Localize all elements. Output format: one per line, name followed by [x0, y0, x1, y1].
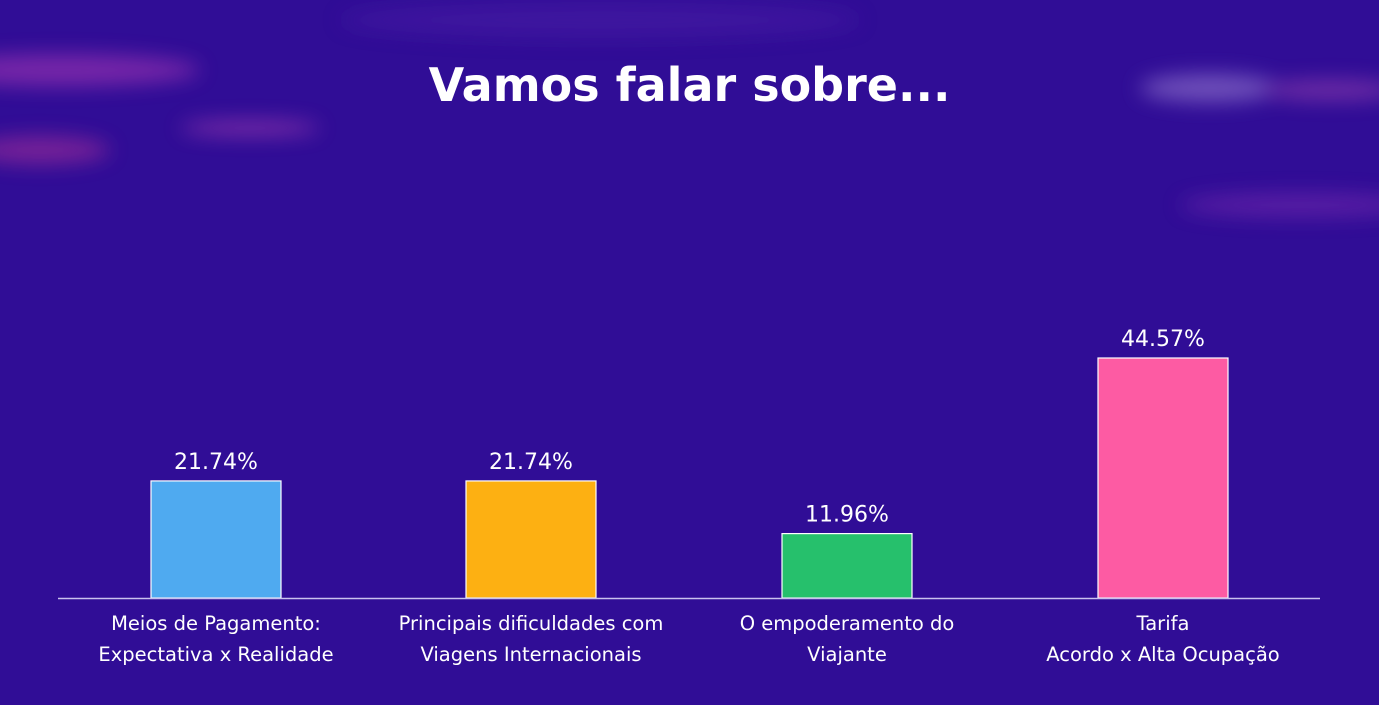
value-label-4: 44.57%: [1121, 327, 1205, 352]
category-label-2-line-1: Principais dificuldades com: [399, 612, 664, 635]
category-label-4-line-2: Acordo x Alta Ocupação: [1046, 643, 1279, 666]
category-label-4-line-1: Tarifa: [1136, 612, 1190, 635]
bars-group: [150, 357, 1229, 599]
bar-4: [1097, 357, 1229, 599]
bar-3: [781, 532, 913, 599]
category-label-2-line-2: Viagens Internacionais: [420, 643, 641, 666]
page-title: Vamos falar sobre...: [428, 58, 951, 112]
category-labels-group: Meios de Pagamento: Expectativa x Realida…: [98, 612, 1279, 666]
value-label-1: 21.74%: [174, 450, 258, 475]
value-labels-group: 21.74% 21.74% 11.96% 44.57%: [174, 327, 1205, 528]
category-label-1-line-2: Expectativa x Realidade: [98, 643, 333, 666]
category-label-3-line-2: Viajante: [807, 643, 887, 666]
category-label-1-line-1: Meios de Pagamento:: [111, 612, 321, 635]
bar-1: [150, 480, 282, 599]
bar-2: [465, 480, 597, 599]
value-label-2: 21.74%: [489, 450, 573, 475]
category-label-3-line-1: O empoderamento do: [740, 612, 955, 635]
value-label-3: 11.96%: [805, 503, 889, 528]
